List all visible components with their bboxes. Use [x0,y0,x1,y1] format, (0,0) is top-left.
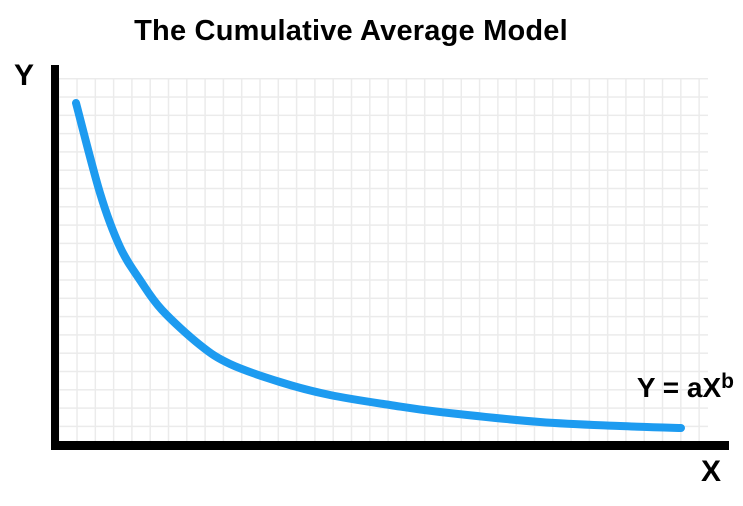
equation-base: Y = aX [636,372,722,403]
equation-exponent: b [721,370,734,393]
x-axis-label: X [701,455,722,488]
cumulative-average-curve-path [72,99,685,432]
chart-title: The Cumulative Average Model [134,15,568,47]
plot-grid [58,78,708,441]
y-axis-label: Y [14,59,35,92]
x-axis-line [51,441,729,450]
equation-label: Y = aXb [636,371,734,403]
y-axis-line [51,65,59,449]
